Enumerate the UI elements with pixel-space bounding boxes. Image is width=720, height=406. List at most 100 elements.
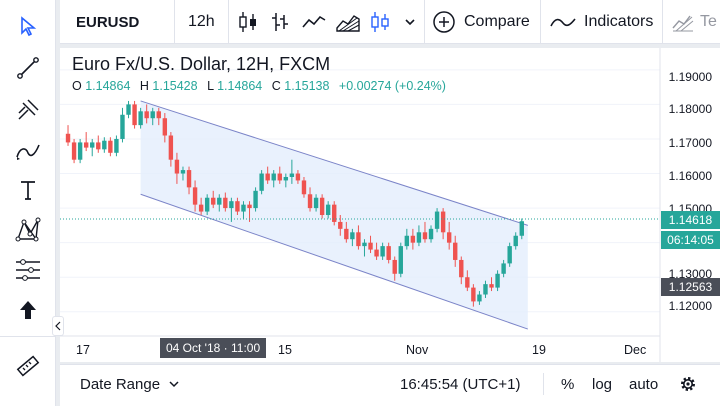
candle (368, 235, 373, 254)
measure-icon[interactable] (8, 252, 48, 288)
candle-body (253, 190, 258, 209)
toolbar-separator (174, 0, 175, 44)
bars-style-icon[interactable] (238, 0, 258, 44)
cursor-icon[interactable] (8, 8, 48, 44)
crosshair-time-tag: 04 Oct '18 · 11:00 (160, 338, 267, 358)
candle (277, 166, 282, 184)
candle-body (362, 242, 367, 247)
ohlc-legend: O 1.14864 H 1.15428 L 1.14864 C 1.15138 … (72, 79, 452, 93)
candle-body (265, 173, 270, 181)
candle-body (386, 246, 391, 260)
candle (180, 166, 186, 181)
channel-upper-line (140, 100, 528, 226)
candle-body (108, 140, 113, 153)
brush-icon[interactable] (8, 132, 48, 168)
trend-line-icon[interactable] (8, 50, 48, 86)
low-label: L (207, 79, 214, 93)
candle-body (471, 287, 476, 302)
time-tick: Nov (406, 343, 429, 357)
candle (114, 135, 119, 157)
time-tick: 17 (76, 343, 90, 357)
log-scale-button[interactable]: log (592, 375, 613, 393)
candle (211, 190, 216, 209)
settings-button[interactable] (679, 365, 697, 403)
candle (204, 194, 210, 216)
collapse-toolbar-handle[interactable] (52, 316, 64, 336)
toolbar-separator (228, 0, 229, 44)
chart-title: Euro Fx/U.S. Dollar, 12H, FXCM (72, 54, 331, 74)
time-tick: Dec (624, 343, 647, 357)
candle-body (453, 242, 458, 260)
candle (410, 228, 416, 250)
candle (519, 218, 524, 240)
candle (235, 197, 240, 216)
text-tool-icon[interactable] (8, 172, 48, 208)
candle (319, 194, 325, 219)
ruler-icon[interactable] (8, 348, 48, 384)
candle-body (374, 249, 379, 257)
compare-button[interactable]: Compare (432, 0, 530, 44)
candle-body (483, 284, 488, 295)
pattern-icon[interactable] (8, 212, 48, 248)
candle-body (241, 204, 246, 212)
time-tick: 15 (278, 343, 292, 357)
candle-body (90, 142, 95, 148)
candle-body (489, 284, 494, 288)
candle (380, 242, 385, 260)
candle (471, 284, 476, 307)
line-chart-icon[interactable] (302, 0, 326, 44)
chevron-down-icon[interactable] (404, 0, 416, 44)
chart-panel[interactable]: Euro Fx/U.S. Dollar, 12H, FXCM O 1.14864… (60, 48, 720, 362)
candle-body (434, 211, 440, 229)
price-tick: 1.18000 (668, 102, 712, 116)
candle (386, 242, 391, 264)
candle (265, 166, 270, 184)
price-chart[interactable] (60, 48, 720, 362)
candle-body (313, 197, 319, 209)
candle (307, 187, 313, 212)
high-value: 1.15428 (152, 79, 198, 93)
candle (247, 201, 252, 222)
indicators-button[interactable]: Indicators (550, 0, 653, 44)
candle-body (223, 197, 228, 209)
interval-button[interactable]: 12h (188, 13, 215, 30)
arrow-up-icon[interactable] (8, 292, 48, 328)
auto-scale-button[interactable]: auto (629, 375, 659, 393)
symbol-search-button[interactable]: EURUSD (76, 13, 140, 31)
candle-body (283, 176, 289, 181)
candle-body (410, 235, 416, 243)
clock-display[interactable]: 16:45:54 (UTC+1) (400, 375, 521, 393)
candle (356, 225, 361, 250)
candle-body (174, 159, 180, 174)
current-price-tag: 1.14618 (661, 211, 720, 229)
candle (301, 176, 307, 198)
candle (313, 194, 319, 212)
candle-body (77, 142, 83, 160)
percent-scale-button[interactable]: % (561, 375, 575, 393)
candle-body (465, 277, 470, 288)
templates-button[interactable]: Te (672, 0, 717, 44)
candle-body (144, 111, 149, 119)
candle-body (259, 173, 264, 191)
candle (71, 138, 77, 164)
candle (283, 173, 289, 188)
pitchfork-icon[interactable] (8, 92, 48, 128)
candle (477, 291, 482, 305)
candle-body (289, 173, 295, 177)
candle (422, 221, 428, 243)
candles-icon[interactable] (370, 0, 390, 44)
channel-lower-line (140, 193, 528, 330)
candle-body (325, 204, 331, 216)
candle-body (398, 246, 403, 274)
toolbar-divider (0, 336, 56, 337)
plus-circle-icon (433, 11, 455, 33)
date-range-button[interactable]: Date Range (80, 365, 180, 403)
candle-body (247, 204, 252, 209)
candle-body (380, 246, 385, 257)
close-label: C (271, 79, 281, 93)
candle-body (501, 263, 506, 274)
area-chart-icon[interactable] (336, 0, 360, 44)
candle-body (198, 204, 204, 212)
ohlc-bars-icon[interactable] (270, 0, 290, 44)
